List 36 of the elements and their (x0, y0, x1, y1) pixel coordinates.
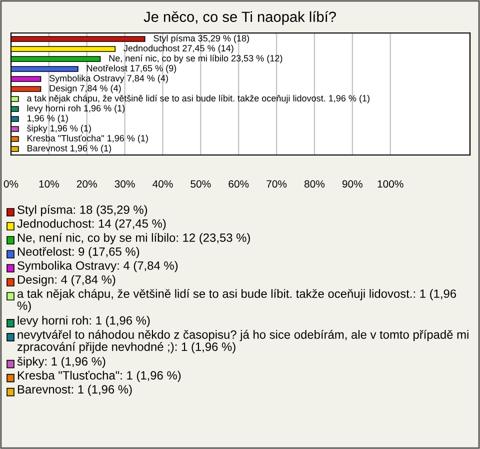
text: Ne, není nic, co by se mi líbilo: 12 (23,53 %) (18, 233, 250, 244)
x-tick-label: 10% (39, 180, 59, 188)
data-label: Symbolika Ostravy 7,84 % (4) (49, 74, 168, 84)
x-tick-label: 30% (114, 180, 135, 188)
x-tick-label: 40% (152, 180, 173, 188)
text: Design: 4 (7,84 %) (18, 275, 116, 286)
data-label: Neotřelost 17,65 % (9) (87, 64, 176, 74)
text: Barevnost: 1 (1,96 %) (18, 384, 132, 396)
data-label: levy horni roh 1,96 % (1) (27, 104, 125, 114)
x-tick-label: 60% (228, 180, 249, 188)
text: Kresba "Tlusťocha": 1 (1,96 %) (18, 370, 181, 382)
x-tick-label: 90% (342, 180, 362, 188)
x-tick-label: 0% (4, 180, 18, 188)
text: Styl písma: 18 (35,29 %) (18, 205, 148, 216)
text: levy horni roh: 1 (1,96 %) (18, 316, 150, 328)
x-tick-label: 70% (266, 180, 287, 188)
x-tick-label: 100% (378, 180, 404, 188)
data-label: Ne, není nic, co by se mi líbilo 23,53 % (12) (109, 54, 282, 64)
data-label: 1,96 % (1) (27, 114, 68, 124)
text: Symbolika Ostravy: 4 (7,84 %) (18, 261, 178, 272)
data-label: Jednoduchost 27,45 % (14) (124, 44, 234, 54)
chart-title: Je něco, co se Ti naopak líbí? (144, 11, 336, 25)
data-label: Styl písma 35,29 % (18) (154, 34, 249, 44)
data-label: Barevnost 1,96 % (1) (28, 144, 112, 154)
x-tick-label: 80% (304, 180, 325, 188)
data-label: Design 7,84 % (4) (50, 84, 121, 94)
text: šipky: 1 (1,96 %) (17, 356, 106, 368)
data-label: a tak nějak chápu, že většině lidí se to asi bude líbit. takže oceňuji lidovost. 1,96 % (1) (27, 94, 370, 104)
text: Neotřelost: 9 (17,65 %) (18, 246, 140, 258)
text: a tak nějak chápu, že většině lidí se to asi bude líbit. takže oceňuji lidovost.: 1 (1,96 %) (17, 289, 456, 312)
x-tick-label: 50% (190, 180, 211, 188)
text: Jednoduchost: 14 (27,45 %) (17, 219, 166, 230)
data-label: Kresba "Tlusťocha" 1,96 % (1) (28, 134, 148, 144)
text: nevytvářel to náhodou někdo z časopisu? já ho sice odebírám, ale v tomto případě mi zpracování přijde nevhodné ;): 1 (1,96 %) (17, 330, 468, 354)
data-label: šipky 1,96 % (1) (27, 124, 91, 134)
x-tick-label: 20% (76, 180, 97, 188)
